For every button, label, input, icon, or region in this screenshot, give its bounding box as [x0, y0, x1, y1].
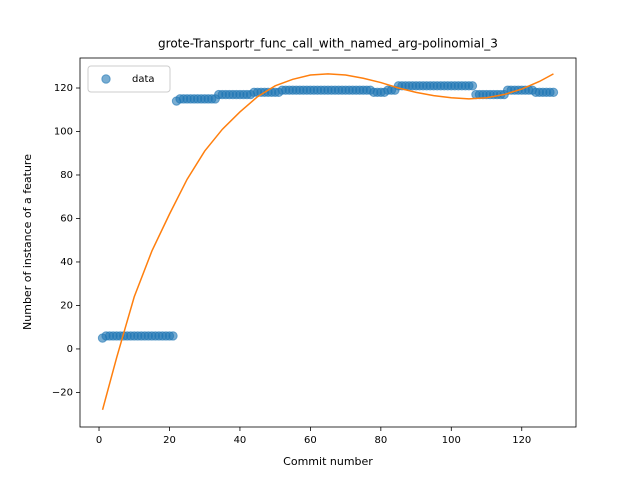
data-point	[467, 81, 478, 91]
y-tick-label: 0	[67, 344, 73, 355]
legend-label: data	[132, 74, 155, 85]
x-tick-label: 40	[234, 435, 247, 446]
y-tick-label: 100	[54, 126, 73, 137]
x-tick-label: 100	[442, 435, 461, 446]
y-tick-label: 20	[60, 300, 73, 311]
x-tick-label: 120	[512, 435, 531, 446]
y-tick-label: 60	[60, 213, 73, 224]
fit-line	[101, 73, 554, 411]
y-tick-label: 40	[60, 257, 73, 268]
x-tick-label: 60	[304, 435, 317, 446]
legend-swatch	[101, 74, 111, 84]
y-tick-label: 80	[60, 170, 73, 181]
x-tick-label: 80	[374, 435, 387, 446]
legend-box	[87, 65, 171, 93]
y-axis-label: Number of instance of a feature	[21, 154, 34, 330]
x-axis-label: Commit number	[283, 455, 373, 468]
chart-title: grote-Transportr_func_call_with_named_ar…	[158, 37, 498, 51]
y-tick-label: −20	[52, 387, 73, 398]
y-tick-label: 120	[54, 83, 73, 94]
data-point	[168, 331, 178, 341]
data-point	[548, 87, 559, 98]
x-tick-label: 0	[96, 435, 102, 446]
x-tick-label: 20	[163, 435, 176, 446]
plot-frame	[79, 57, 577, 428]
